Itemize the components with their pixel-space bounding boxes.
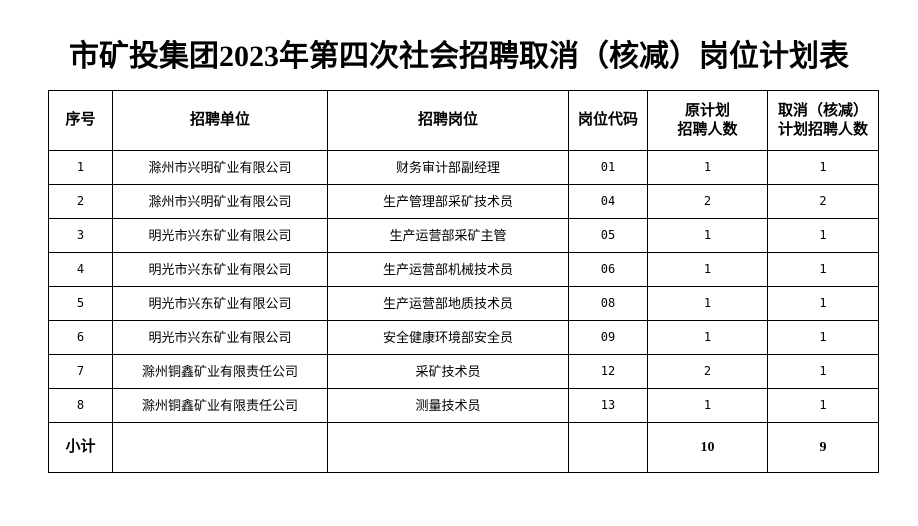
column-header-unit-label: 招聘单位	[189, 112, 250, 128]
cell-cancelled-count: 1	[767, 252, 879, 287]
cell-original-count: 2	[647, 184, 768, 219]
cell-code: 04	[568, 184, 648, 219]
recruitment-cancellation-table: 序号 招聘单位 招聘岗位 岗位代码 原计划 招聘人数	[48, 90, 879, 473]
column-header-cancelled-count: 取消（核减） 计划招聘人数	[767, 90, 879, 151]
cell-original-count: 1	[647, 218, 768, 253]
table-body: 1 滁州市兴明矿业有限公司 财务审计部副经理 01 1 1 2 滁州市兴明矿业有…	[48, 150, 879, 423]
column-header-original-count-line1: 原计划	[684, 102, 730, 119]
cell-original-count: 1	[647, 320, 768, 355]
column-header-index: 序号	[48, 90, 113, 151]
table-row: 2 滁州市兴明矿业有限公司 生产管理部采矿技术员 04 2 2	[48, 184, 879, 219]
cell-position: 生产运营部采矿主管	[327, 218, 569, 253]
column-header-position-label: 招聘岗位	[417, 112, 478, 128]
table-header-row: 序号 招聘单位 招聘岗位 岗位代码 原计划 招聘人数	[48, 90, 879, 151]
cell-index: 8	[48, 388, 113, 423]
column-header-unit: 招聘单位	[112, 90, 328, 151]
cell-unit: 滁州市兴明矿业有限公司	[112, 150, 328, 185]
cell-unit: 明光市兴东矿业有限公司	[112, 320, 328, 355]
cell-original-count: 1	[647, 150, 768, 185]
column-header-index-label: 序号	[65, 112, 96, 128]
cell-position: 生产运营部机械技术员	[327, 252, 569, 287]
column-header-original-count: 原计划 招聘人数	[647, 90, 768, 151]
table-row: 4 明光市兴东矿业有限公司 生产运营部机械技术员 06 1 1	[48, 252, 879, 287]
column-header-original-count-line2: 招聘人数	[677, 121, 738, 138]
cell-index: 5	[48, 286, 113, 321]
cell-cancelled-count: 2	[767, 184, 879, 219]
cell-cancelled-count: 1	[767, 354, 879, 389]
cell-unit: 滁州铜鑫矿业有限责任公司	[112, 354, 328, 389]
cell-unit: 滁州市兴明矿业有限公司	[112, 184, 328, 219]
column-header-cancelled-count-line1: 取消（核减）	[777, 102, 868, 119]
cell-code: 06	[568, 252, 648, 287]
column-header-cancelled-count-line2: 计划招聘人数	[777, 121, 868, 138]
table-footer: 小计 10 9	[48, 422, 879, 473]
cell-code: 01	[568, 150, 648, 185]
plan-table-container: 序号 招聘单位 招聘岗位 岗位代码 原计划 招聘人数	[48, 90, 879, 473]
column-header-code: 岗位代码	[568, 90, 648, 151]
cell-unit: 明光市兴东矿业有限公司	[112, 286, 328, 321]
cell-original-count: 1	[647, 388, 768, 423]
column-header-position: 招聘岗位	[327, 90, 569, 151]
cell-code: 12	[568, 354, 648, 389]
cell-cancelled-count: 1	[767, 218, 879, 253]
summary-original-total: 10	[647, 422, 768, 473]
cell-index: 6	[48, 320, 113, 355]
cell-code: 05	[568, 218, 648, 253]
cell-index: 7	[48, 354, 113, 389]
cell-index: 4	[48, 252, 113, 287]
table-header: 序号 招聘单位 招聘岗位 岗位代码 原计划 招聘人数	[48, 90, 879, 151]
summary-position-empty	[327, 422, 569, 473]
cell-cancelled-count: 1	[767, 388, 879, 423]
table-row: 5 明光市兴东矿业有限公司 生产运营部地质技术员 08 1 1	[48, 286, 879, 321]
cell-unit: 明光市兴东矿业有限公司	[112, 252, 328, 287]
summary-label: 小计	[48, 422, 113, 473]
table-row: 6 明光市兴东矿业有限公司 安全健康环境部安全员 09 1 1	[48, 320, 879, 355]
cell-position: 生产管理部采矿技术员	[327, 184, 569, 219]
cell-code: 08	[568, 286, 648, 321]
column-header-code-label: 岗位代码	[577, 112, 638, 128]
cell-position: 采矿技术员	[327, 354, 569, 389]
cell-index: 2	[48, 184, 113, 219]
table-row: 8 滁州铜鑫矿业有限责任公司 测量技术员 13 1 1	[48, 388, 879, 423]
cell-code: 09	[568, 320, 648, 355]
cell-original-count: 1	[647, 286, 768, 321]
table-row: 7 滁州铜鑫矿业有限责任公司 采矿技术员 12 2 1	[48, 354, 879, 389]
page-title: 市矿投集团2023年第四次社会招聘取消（核减）岗位计划表	[69, 40, 849, 73]
summary-row: 小计 10 9	[48, 422, 879, 473]
cell-position: 测量技术员	[327, 388, 569, 423]
cell-unit: 滁州铜鑫矿业有限责任公司	[112, 388, 328, 423]
cell-position: 安全健康环境部安全员	[327, 320, 569, 355]
cell-unit: 明光市兴东矿业有限公司	[112, 218, 328, 253]
summary-cancelled-total: 9	[767, 422, 879, 473]
table-row: 1 滁州市兴明矿业有限公司 财务审计部副经理 01 1 1	[48, 150, 879, 185]
cell-code: 13	[568, 388, 648, 423]
cell-index: 3	[48, 218, 113, 253]
summary-code-empty	[568, 422, 648, 473]
table-row: 3 明光市兴东矿业有限公司 生产运营部采矿主管 05 1 1	[48, 218, 879, 253]
cell-position: 财务审计部副经理	[327, 150, 569, 185]
cell-cancelled-count: 1	[767, 150, 879, 185]
cell-index: 1	[48, 150, 113, 185]
cell-position: 生产运营部地质技术员	[327, 286, 569, 321]
cell-cancelled-count: 1	[767, 320, 879, 355]
cell-cancelled-count: 1	[767, 286, 879, 321]
summary-unit-empty	[112, 422, 328, 473]
cell-original-count: 1	[647, 252, 768, 287]
cell-original-count: 2	[647, 354, 768, 389]
